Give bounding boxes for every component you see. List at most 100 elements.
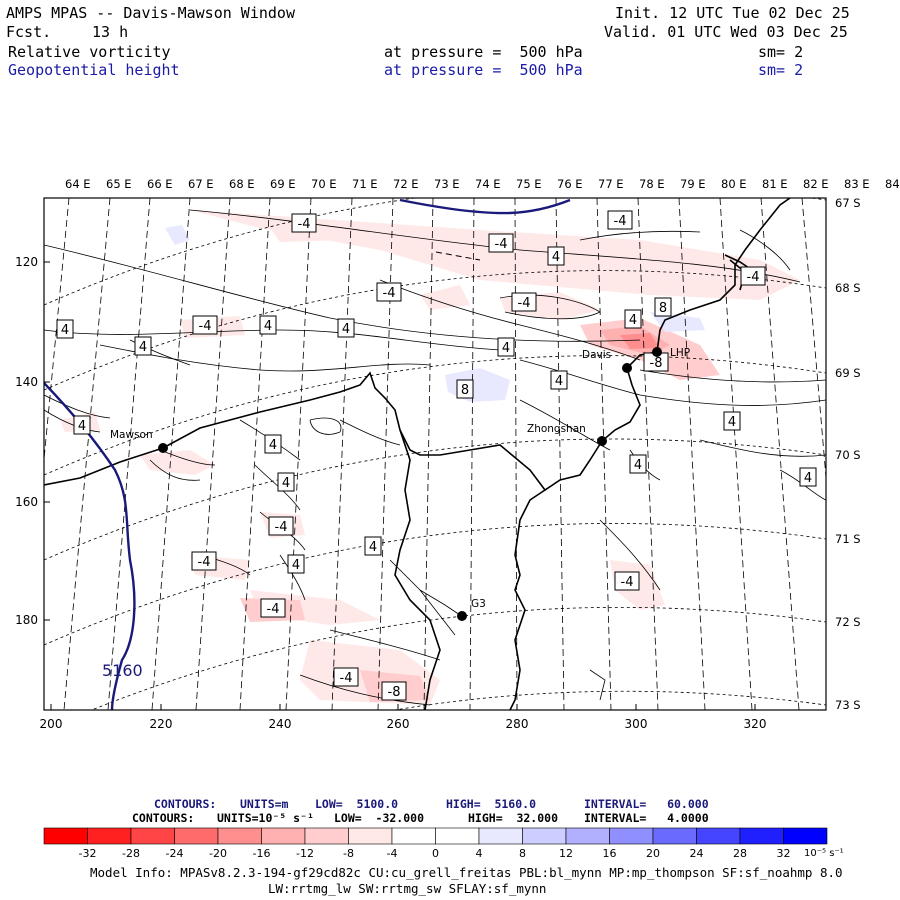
top-longitude-label: 74 E — [475, 177, 501, 191]
color-bar-tick-label: -24 — [166, 847, 184, 860]
top-longitude-label: 67 E — [188, 177, 214, 191]
graticule-parallels — [44, 198, 826, 710]
contour-label: 4 — [497, 337, 515, 357]
top-longitude-label: 66 E — [147, 177, 173, 191]
contour-label-value: -4 — [383, 286, 396, 301]
contour-label-value: 4 — [502, 341, 510, 356]
station-lhp: LHP — [652, 347, 690, 359]
bottom-axis-labels: 200 220 240 260 280 300 320 — [40, 717, 767, 731]
right-latitude-label: 72 S — [835, 615, 861, 629]
contour-label: -4 — [191, 551, 217, 571]
color-bar-tick-label: -12 — [296, 847, 314, 860]
top-longitude-label: 80 E — [721, 177, 747, 191]
color-bar-tick-label: -4 — [387, 847, 398, 860]
right-latitude-label: 71 S — [835, 532, 861, 546]
contour-label-value: 4 — [369, 540, 377, 555]
top-longitude-label: 64 E — [65, 177, 91, 191]
contour-label-value: -4 — [267, 602, 280, 617]
bottom-axis-label: 200 — [40, 717, 63, 731]
geopotential-contours — [44, 198, 571, 710]
color-bar-tick-label: 24 — [690, 847, 704, 860]
color-bar-swatch — [87, 827, 132, 845]
contour-label-value: 4 — [629, 313, 637, 328]
contour-label: 4 — [56, 319, 74, 339]
color-bar-swatch — [565, 827, 610, 845]
contour-label-value: -4 — [298, 217, 311, 232]
contour-label: -4 — [192, 315, 218, 335]
contour-label-value: 8 — [461, 383, 469, 398]
station-dot — [457, 611, 467, 621]
left-axis-labels: 120 140 160 180 — [15, 255, 38, 627]
contour-label-value: 4 — [804, 471, 812, 486]
contour-labels: -4 -4 4 -4 -4 -4 -4 8 4 4 -4 4 4 4 4 -8 4 8 4 4 4 4 4 4 -4 4 -4 4 -4… — [56, 210, 817, 701]
contour-label-value: 4 — [264, 319, 272, 334]
left-axis-label: 140 — [15, 375, 38, 389]
valid-time: Valid. 01 UTC Wed 03 Dec 25 — [604, 23, 848, 41]
contour-label: -4 — [291, 213, 317, 233]
left-axis-label: 120 — [15, 255, 38, 269]
station-g3: G3 — [457, 598, 486, 621]
forecast-label: Fcst. — [6, 23, 52, 41]
contour-label: 4 — [134, 336, 152, 356]
contour-label-value: -4 — [199, 319, 212, 334]
station-zhongshan: Zhongshan — [527, 423, 607, 446]
init-time: Init. 12 UTC Tue 02 Dec 25 — [615, 4, 850, 22]
top-longitude-label: 65 E — [106, 177, 132, 191]
vorticity-shading — [60, 210, 800, 705]
color-bar-tick-label: 28 — [733, 847, 747, 860]
color-bar-swatch — [261, 827, 306, 845]
color-bar-swatch — [174, 827, 219, 845]
station-name: Davis — [582, 349, 611, 361]
top-longitude-label: 70 E — [311, 177, 337, 191]
bottom-axis-label: 240 — [269, 717, 292, 731]
color-bar-swatch — [478, 827, 523, 845]
coastline — [44, 198, 791, 710]
contour-label: 4 — [259, 315, 277, 335]
station-dot — [652, 347, 662, 357]
left-axis-label: 160 — [15, 495, 38, 509]
station-davis: Davis — [582, 349, 632, 373]
right-latitude-labels: 67 S 68 S 69 S 70 S 71 S 72 S 73 S — [835, 196, 861, 712]
top-longitude-label: 77 E — [598, 177, 624, 191]
color-bar-tick-label: -8 — [343, 847, 354, 860]
contour-label-value: 4 — [555, 374, 563, 389]
contour-label-value: -4 — [275, 520, 288, 535]
legend-height-high: HIGH= 5160.0 — [446, 797, 537, 811]
station-dot — [597, 436, 607, 446]
contour-label-value: 4 — [139, 340, 147, 355]
top-longitude-label: 73 E — [434, 177, 460, 191]
contour-label-value: 4 — [282, 476, 290, 491]
station-dot — [622, 363, 632, 373]
top-longitude-label: 81 E — [762, 177, 788, 191]
color-bar-tick-label: 20 — [646, 847, 660, 860]
contour-label-value: -4 — [614, 214, 627, 229]
legend-vort-high: HIGH= 32.000 — [468, 811, 559, 825]
color-bar-swatch — [652, 827, 697, 845]
contour-label: 4 — [550, 370, 568, 390]
top-longitude-labels: 64 E 65 E 66 E 67 E 68 E 69 E 70 E 71 E 72 E 73 E… — [65, 177, 900, 191]
legend-height-contours: CONTOURS: — [154, 797, 217, 811]
station-markers: Mawson Davis Zhongshan G3 LHP — [110, 347, 690, 621]
top-longitude-label: 78 E — [639, 177, 665, 191]
contour-label: -4 — [333, 667, 359, 687]
contour-label-value: 4 — [61, 323, 69, 338]
color-bar-swatch — [435, 827, 480, 845]
contour-label-value: -4 — [621, 575, 634, 590]
left-axis-label: 180 — [15, 613, 38, 627]
field1-name: Relative vorticity — [8, 43, 171, 61]
contour-label-value: 4 — [269, 438, 277, 453]
bottom-axis-label: 220 — [150, 717, 173, 731]
contour-label-value: 4 — [78, 419, 86, 434]
color-bar-tick-label: 8 — [519, 847, 526, 860]
contour-label: -4 — [607, 210, 633, 230]
contour-label: -4 — [488, 233, 514, 253]
contour-label: 8 — [456, 379, 474, 399]
color-bar-swatch — [739, 827, 784, 845]
dashed-contours — [435, 251, 481, 261]
contour-label-value: -4 — [495, 237, 508, 252]
contour-label: -4 — [376, 282, 402, 302]
color-bar-tick-label: 0 — [432, 847, 439, 860]
contour-label: -4 — [260, 598, 286, 618]
color-bar-swatch — [783, 827, 828, 845]
legend-vort-interval: INTERVAL= 4.0000 — [584, 811, 709, 825]
